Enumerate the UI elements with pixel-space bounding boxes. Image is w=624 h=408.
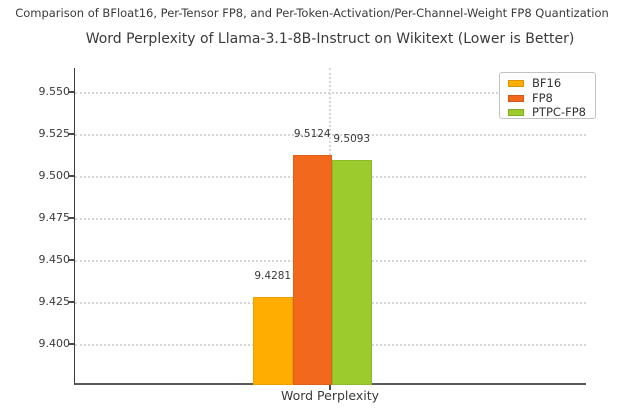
legend-label: BF16 [532,76,562,90]
bar-value-label: 9.5124 [293,128,331,141]
legend-swatch-icon [508,109,524,116]
y-tick-label: 9.550 [38,85,71,99]
y-tick-mark [69,91,74,93]
y-tick-mark [69,133,74,135]
legend-item-fp8: FP8 [500,90,595,105]
legend-swatch-icon [508,94,524,102]
bar-bf16 [253,296,293,385]
legend-swatch-icon [508,80,524,87]
bar-value-label: 9.4281 [254,269,292,282]
y-tick-mark [69,217,74,219]
y-tick-label: 9.425 [38,295,71,308]
legend-label: FP8 [532,90,553,105]
figure-title: Comparison of BFloat16, Per-Tensor FP8, … [15,6,609,20]
x-tick-label: Word Perplexity [280,388,380,403]
legend-item-ptpc-fp8: PTPC-FP8 [500,106,595,119]
bar-fp8 [292,155,332,385]
y-tick-mark [69,259,74,261]
bar-ptpc-fp8 [332,160,372,385]
x-tick-mark [329,385,331,390]
y-tick-mark [69,343,74,345]
plot-area: 9.4281 9.5124 9.5093 [74,68,586,385]
y-tick-mark [69,175,74,177]
y-tick-label: 9.475 [38,211,71,225]
y-tick-label: 9.525 [38,127,71,141]
y-tick-mark [69,301,74,303]
y-tick-label: 9.400 [38,337,71,350]
legend: BF16 FP8 PTPC-FP8 [499,72,596,119]
chart-title: Word Perplexity of Llama-3.1-8B-Instruct… [85,31,575,47]
legend-item-bf16: BF16 [500,77,595,90]
legend-label: PTPC-FP8 [532,105,586,119]
y-tick-label: 9.450 [38,253,71,266]
y-tick-label: 9.500 [38,169,71,183]
bar-value-label: 9.5093 [333,133,371,146]
